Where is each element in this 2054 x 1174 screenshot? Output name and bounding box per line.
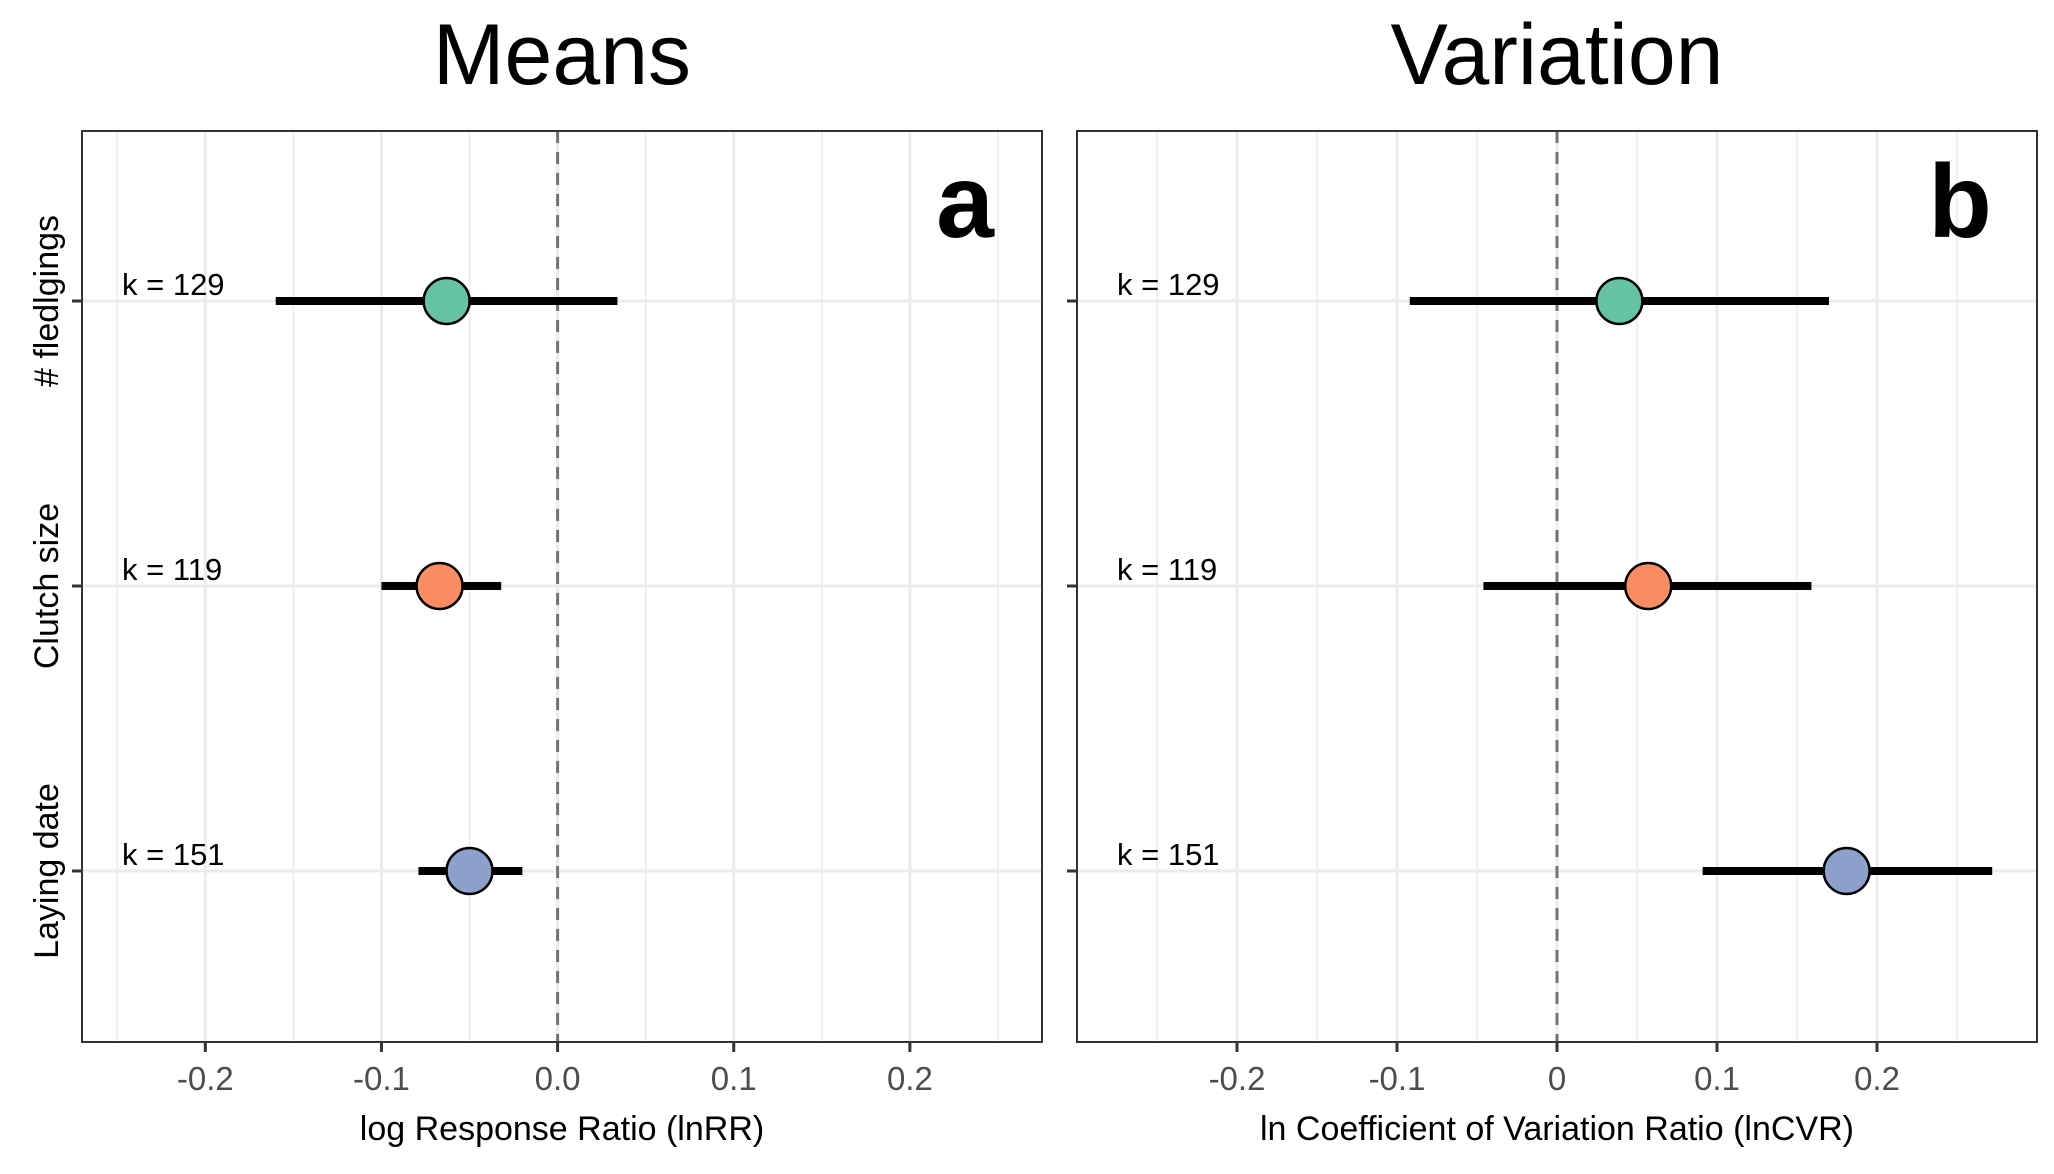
panel-b-x-axis-label: ln Coefficient of Variation Ratio (lnCVR… — [1260, 1110, 1854, 1148]
panel-a-x-axis-label: log Response Ratio (lnRR) — [360, 1110, 764, 1148]
panel-a-y-ticks — [72, 299, 82, 873]
estimate-point-laying-date — [1822, 846, 1871, 896]
estimate-point-laying-date — [445, 846, 494, 896]
x-tick-label: 0 — [1548, 1060, 1566, 1097]
estimate-point-clutch-size — [1623, 561, 1673, 611]
panel-a-title: Means — [433, 7, 691, 103]
panel-b-title: Variation — [1390, 7, 1723, 103]
k-label-fledlgings: k = 129 — [122, 267, 225, 302]
y-category-label-fledglings: # fledlgings — [28, 215, 66, 387]
x-tick-label: 0.1 — [711, 1060, 757, 1097]
estimate-point-fledlgings — [422, 276, 471, 326]
y-category-label-laying-date: Laying date — [28, 783, 66, 959]
panel-a-means: Means k = 129 k = 119 k = 151 a -0.2 -0.1 0.… — [72, 7, 1043, 1148]
panel-b-y-ticks — [1067, 299, 1077, 873]
panel-a-label: a — [936, 144, 995, 260]
x-tick-label: -0.1 — [353, 1060, 410, 1097]
x-tick-label: 0.0 — [535, 1060, 581, 1097]
estimate-point-fledlgings — [1595, 276, 1644, 326]
k-label-clutch-size: k = 119 — [122, 552, 222, 587]
panel-b-x-ticks: -0.2 -0.1 0 0.1 0.2 — [1209, 1042, 1900, 1097]
y-category-label-clutch-size: Clutch size — [28, 503, 66, 669]
panel-a-marks: k = 129 k = 119 k = 151 — [122, 267, 618, 896]
panel-b-marks: k = 129 k = 119 k = 151 — [1117, 267, 1993, 896]
k-label-clutch-size: k = 119 — [1117, 552, 1217, 587]
x-tick-label: -0.2 — [177, 1060, 234, 1097]
x-tick-label: 0.1 — [1694, 1060, 1740, 1097]
x-tick-label: 0.2 — [887, 1060, 933, 1097]
x-tick-label: -0.2 — [1209, 1060, 1266, 1097]
k-label-laying-date: k = 151 — [1117, 837, 1220, 872]
x-tick-label: 0.2 — [1854, 1060, 1900, 1097]
x-tick-label: -0.1 — [1369, 1060, 1426, 1097]
estimate-point-clutch-size — [415, 561, 464, 611]
panel-b-label: b — [1928, 144, 1992, 260]
k-label-fledlgings: k = 129 — [1117, 267, 1220, 302]
panel-a-x-ticks: -0.2 -0.1 0.0 0.1 0.2 — [177, 1042, 933, 1097]
k-label-laying-date: k = 151 — [122, 837, 225, 872]
